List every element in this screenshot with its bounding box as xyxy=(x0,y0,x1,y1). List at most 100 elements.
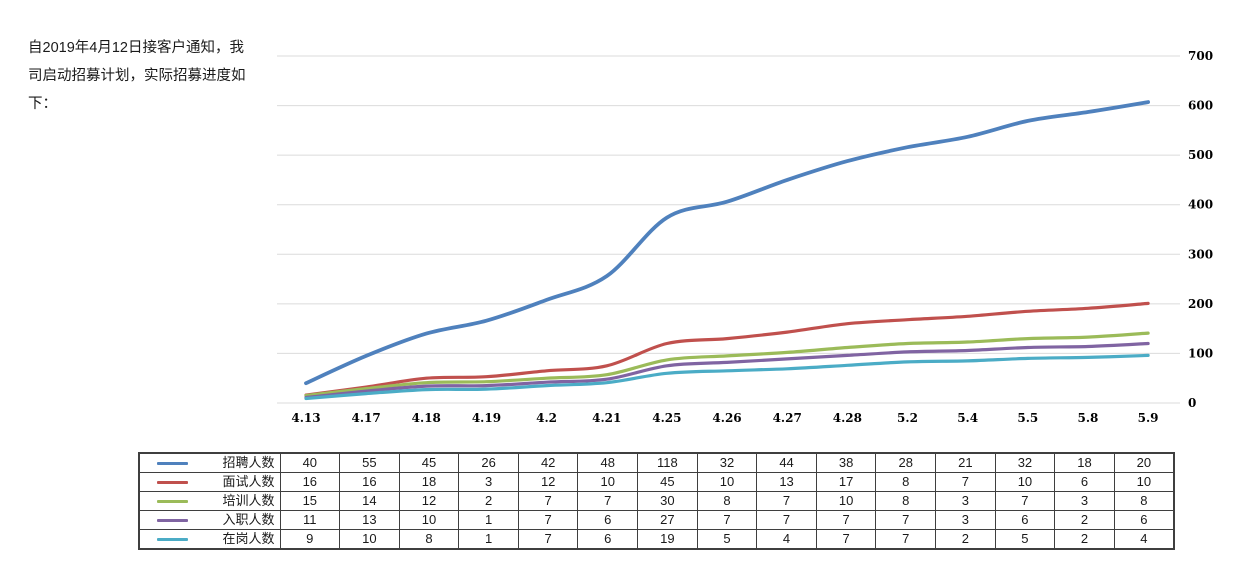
table-cell: 30 xyxy=(637,491,698,511)
table-cell: 7 xyxy=(756,491,817,511)
legend-line-swatch xyxy=(157,480,188,484)
table-cell: 7 xyxy=(935,472,996,492)
table-cell: 40 xyxy=(279,452,341,473)
table-cell: 2 xyxy=(935,529,996,550)
y-axis-tick-label: 0 xyxy=(1188,396,1196,410)
x-axis-tick-label: 4.17 xyxy=(352,411,381,425)
intro-text: 自2019年4月12日接客户通知，我 司启动招募计划，实际招募进度如 下： xyxy=(28,34,288,118)
series-line-1 xyxy=(304,100,1150,386)
x-axis-tick-label: 4.19 xyxy=(472,411,501,425)
table-cell: 4 xyxy=(1113,529,1175,550)
intro-text-line-2: 司启动招募计划，实际招募进度如 xyxy=(28,68,246,84)
series-data-table: 招聘人数 40 55 45 26 42 48 118 32 44 38 28 21 32 18 20 面试人数 1… xyxy=(138,452,1175,550)
table-cell: 28 xyxy=(875,452,937,473)
table-cell: 32 xyxy=(696,452,758,473)
legend-line-swatch xyxy=(157,461,188,465)
table-row: 培训人数 15 14 12 2 7 7 30 8 7 10 8 3 7 3 8 xyxy=(138,491,1175,511)
y-axis-tick-label: 300 xyxy=(1188,247,1213,261)
table-row: 入职人数 11 13 10 1 7 6 27 7 7 7 7 3 6 2 6 xyxy=(138,510,1175,530)
table-cell: 10 xyxy=(577,472,639,492)
table-cell: 38 xyxy=(815,452,877,473)
series-line-2 xyxy=(304,301,1150,397)
legend-line-swatch xyxy=(157,499,188,503)
table-cell: 19 xyxy=(637,529,698,550)
table-cell: 7 xyxy=(517,529,579,550)
table-cell: 27 xyxy=(637,510,698,530)
table-cell: 10 xyxy=(696,472,758,492)
table-cell: 7 xyxy=(815,529,877,550)
series-name: 面试人数 xyxy=(222,474,275,489)
intro-text-line-3: 下： xyxy=(28,96,57,112)
table-cell: 14 xyxy=(339,491,400,511)
table-cell: 10 xyxy=(815,491,877,511)
x-axis-tick-label: 4.25 xyxy=(652,411,681,425)
legend-cell: 在岗人数 xyxy=(138,529,281,550)
table-cell: 12 xyxy=(517,472,579,492)
legend-cell: 招聘人数 xyxy=(138,452,281,473)
legend-cell: 入职人数 xyxy=(138,510,281,530)
table-cell: 7 xyxy=(875,529,937,550)
table-cell: 45 xyxy=(398,452,460,473)
y-axis-tick-label: 100 xyxy=(1188,346,1213,360)
table-cell: 4 xyxy=(756,529,817,550)
x-axis-tick-label: 4.28 xyxy=(833,411,862,425)
table-cell: 3 xyxy=(1054,491,1115,511)
table-cell: 8 xyxy=(1113,491,1175,511)
table-cell: 2 xyxy=(1054,529,1115,550)
x-axis-tick-label: 5.9 xyxy=(1138,411,1159,425)
x-axis-tick-label: 4.2 xyxy=(536,411,557,425)
table-row: 面试人数 16 16 18 3 12 10 45 10 13 17 8 7 10 6 10 xyxy=(138,472,1175,492)
y-axis-tick-label: 400 xyxy=(1188,198,1213,212)
y-axis-tick-label: 500 xyxy=(1188,148,1213,162)
table-cell: 8 xyxy=(696,491,758,511)
table-cell: 2 xyxy=(1054,510,1115,530)
table-cell: 18 xyxy=(398,472,460,492)
table-cell: 1 xyxy=(458,529,519,550)
table-cell: 6 xyxy=(994,510,1056,530)
table-cell: 2 xyxy=(458,491,519,511)
table-cell: 17 xyxy=(815,472,877,492)
table-cell: 7 xyxy=(577,491,639,511)
table-cell: 26 xyxy=(458,452,519,473)
series-name: 在岗人数 xyxy=(222,531,275,546)
x-axis-tick-label: 4.21 xyxy=(592,411,621,425)
table-cell: 12 xyxy=(398,491,460,511)
y-axis-tick-label: 600 xyxy=(1188,99,1213,113)
series-line-3 xyxy=(304,331,1150,398)
table-cell: 6 xyxy=(1054,472,1115,492)
legend-cell: 培训人数 xyxy=(138,491,281,511)
table-cell: 9 xyxy=(279,529,341,550)
table-cell: 7 xyxy=(517,510,579,530)
x-axis-tick-label: 5.4 xyxy=(957,411,978,425)
table-cell: 8 xyxy=(875,491,937,511)
x-axis-tick-label: 4.18 xyxy=(412,411,441,425)
table-cell: 18 xyxy=(1054,452,1115,473)
table-cell: 7 xyxy=(517,491,579,511)
table-cell: 10 xyxy=(994,472,1056,492)
table-cell: 16 xyxy=(279,472,341,492)
table-cell: 45 xyxy=(637,472,698,492)
table-cell: 55 xyxy=(339,452,400,473)
x-axis-tick-label: 5.5 xyxy=(1017,411,1038,425)
table-cell: 8 xyxy=(875,472,937,492)
table-cell: 13 xyxy=(756,472,817,492)
x-axis-tick-label: 5.8 xyxy=(1078,411,1099,425)
series-name: 入职人数 xyxy=(222,512,275,527)
table-cell: 10 xyxy=(339,529,400,550)
table-cell: 3 xyxy=(458,472,519,492)
table-cell: 5 xyxy=(994,529,1056,550)
table-cell: 3 xyxy=(935,510,996,530)
table-cell: 48 xyxy=(577,452,639,473)
table-row: 招聘人数 40 55 45 26 42 48 118 32 44 38 28 21 32 18 20 xyxy=(138,452,1175,473)
table-cell: 13 xyxy=(339,510,400,530)
legend-cell: 面试人数 xyxy=(138,472,281,492)
legend-line-swatch xyxy=(157,518,188,522)
table-cell: 3 xyxy=(935,491,996,511)
table-cell: 7 xyxy=(994,491,1056,511)
table-cell: 5 xyxy=(696,529,758,550)
table-cell: 8 xyxy=(398,529,460,550)
table-cell: 6 xyxy=(577,529,639,550)
table-cell: 21 xyxy=(935,452,996,473)
x-axis-tick-label: 4.13 xyxy=(291,411,320,425)
